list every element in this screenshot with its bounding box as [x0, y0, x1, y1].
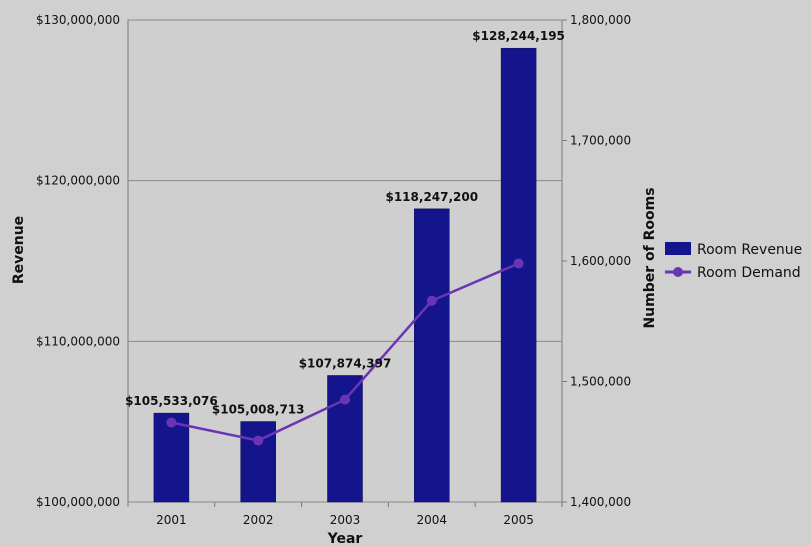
x-tick-label: 2001	[156, 513, 187, 527]
bar-value-label: $128,244,195	[472, 29, 565, 43]
room-demand-point	[340, 394, 350, 405]
y-tick-label: $120,000,000	[36, 174, 120, 188]
x-tick-label: 2005	[503, 513, 534, 527]
room-demand-point	[426, 295, 437, 306]
y2-tick-label: 1,700,000	[570, 134, 631, 148]
bar-value-label: $105,533,076	[125, 394, 218, 408]
y-tick-label: $130,000,000	[36, 13, 120, 27]
line-series	[166, 258, 524, 446]
legend-label-room-demand: Room Demand	[697, 265, 801, 281]
x-tick-label: 2004	[417, 513, 448, 527]
room-demand-point	[513, 258, 524, 269]
legend: Room Revenue Room Demand	[665, 242, 802, 281]
y2-tick-label: 1,500,000	[570, 375, 631, 389]
y2-tick-label: 1,400,000	[570, 495, 631, 509]
bar-value-label: $105,008,713	[212, 403, 305, 417]
data-labels: $105,533,076$105,008,713 $107,874,397 $118…	[125, 29, 565, 416]
bar	[414, 208, 450, 503]
legend-marker-room-demand	[673, 267, 683, 277]
right-axis-ticks: 1,400,000 1,500,000 1,600,000 1,700,000 1,80…	[562, 13, 631, 509]
bar-value-label: $107,874,397	[299, 356, 392, 370]
left-axis-ticks: $100,000,000 $110,000,000 $120,000,000 $130…	[36, 13, 120, 509]
x-tick-label: 2002	[243, 513, 274, 527]
bar-value-label: $118,247,200	[385, 190, 478, 204]
legend-label-room-revenue: Room Revenue	[697, 242, 802, 258]
x-axis-ticks: 2001 2002 2003 2004 2005	[127, 502, 563, 527]
x-axis-title: Year	[327, 531, 363, 546]
room-demand-point	[253, 435, 264, 446]
room-demand-point	[166, 417, 177, 428]
bar-series	[153, 47, 537, 503]
legend-swatch-room-revenue	[665, 242, 691, 255]
bar	[153, 412, 190, 503]
y-tick-label: $110,000,000	[36, 334, 120, 348]
y2-tick-label: 1,800,000	[570, 13, 631, 27]
x-tick-label: 2003	[330, 513, 361, 527]
right-axis-title: Number of Rooms	[642, 187, 658, 328]
y2-tick-label: 1,600,000	[570, 254, 631, 268]
bar	[500, 47, 537, 503]
left-axis-title: Revenue	[11, 216, 27, 284]
bar	[327, 375, 363, 503]
y-tick-label: $100,000,000	[36, 495, 120, 509]
